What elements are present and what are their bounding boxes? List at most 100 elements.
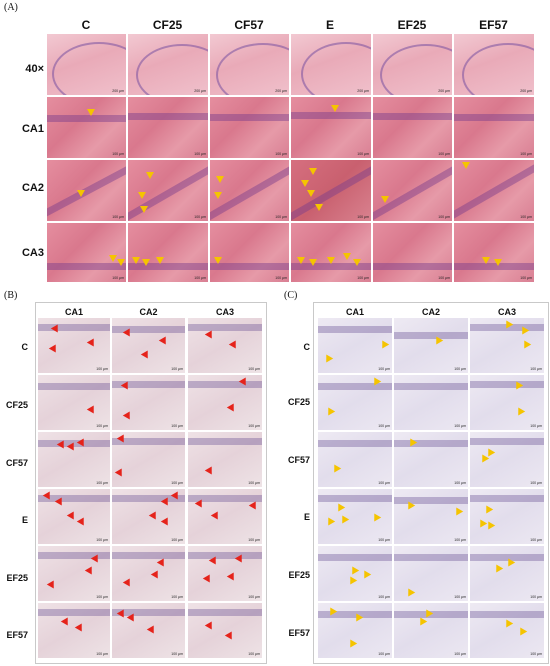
arrow-marker [520, 340, 532, 351]
panel-c-micrograph: 100 μm [318, 375, 392, 430]
arrow-marker [331, 105, 339, 112]
scale-bar-label: 200 μm [275, 89, 287, 93]
scale-bar-label: 100 μm [112, 276, 124, 280]
scale-bar-label: 200 μm [438, 89, 450, 93]
scale-bar-label: 100 μm [378, 481, 390, 485]
scale-bar-label: 100 μm [248, 481, 260, 485]
arrow-marker [87, 109, 95, 116]
panel-a-row-ca1: CA1 [21, 123, 44, 135]
panel-b-micrograph: 100 μm [112, 318, 185, 373]
arrow-marker [370, 513, 382, 524]
panel-a-micrograph: 100 μm [128, 223, 208, 282]
scale-bar-label: 100 μm [454, 652, 466, 656]
arrow-marker [76, 517, 88, 528]
arrow-marker [307, 190, 315, 197]
arrow-marker [214, 257, 222, 264]
scale-bar-label: 100 μm [357, 276, 369, 280]
arrow-marker [60, 617, 72, 628]
scale-bar-label: 100 μm [112, 152, 124, 156]
panel-c-micrograph: 100 μm [394, 375, 468, 430]
arrow-marker [346, 576, 358, 587]
panel-b-micrograph: 100 μm [188, 489, 262, 544]
scale-bar-label: 100 μm [248, 595, 260, 599]
scale-bar-label: 100 μm [96, 367, 108, 371]
panel-a-micrograph: 100 μm [454, 160, 534, 221]
panel-a-col-ef25: EF25 [397, 18, 427, 32]
panel-a-col-cf25: CF25 [152, 18, 183, 32]
scale-bar-label: 100 μm [530, 595, 542, 599]
panel-b-row-cf57: CF57 [5, 458, 28, 468]
arrow-marker [462, 162, 470, 169]
panel-b-micrograph: 100 μm [188, 375, 262, 430]
panel-c-letter: (C) [284, 290, 298, 301]
scale-bar-label: 100 μm [275, 276, 287, 280]
panel-a-col-c: C [81, 18, 91, 32]
scale-bar-label: 100 μm [454, 538, 466, 542]
arrow-marker [216, 176, 224, 183]
arrow-marker [226, 403, 238, 414]
scale-bar-label: 100 μm [520, 276, 532, 280]
panel-b-row-ef25: EF25 [6, 573, 28, 583]
panel-c-row-ef25: EF25 [288, 570, 310, 580]
scale-bar-label: 100 μm [96, 595, 108, 599]
panel-a-micrograph: 100 μm [373, 160, 452, 221]
panel-a-micrograph: 200 μm [128, 34, 208, 95]
panel-a-micrograph: 200 μm [373, 34, 452, 95]
arrow-marker [514, 407, 526, 418]
panel-b-micrograph: 100 μm [112, 489, 185, 544]
panel-c-micrograph: 100 μm [470, 546, 544, 601]
arrow-marker [86, 338, 98, 349]
scale-bar-label: 100 μm [454, 481, 466, 485]
arrow-marker [132, 257, 140, 264]
panel-c-col-ca3: CA3 [497, 307, 516, 317]
arrow-marker [146, 172, 154, 179]
scale-bar-label: 100 μm [171, 481, 183, 485]
panel-a-micrograph: 100 μm [454, 223, 534, 282]
panel-a-micrograph: 100 μm [291, 223, 371, 282]
arrow-marker [156, 558, 168, 569]
panel-b-micrograph: 100 μm [38, 432, 110, 487]
panel-a-micrograph: 100 μm [210, 223, 289, 282]
panel-c-micrograph: 100 μm [394, 546, 468, 601]
scale-bar-label: 100 μm [378, 424, 390, 428]
arrow-marker [150, 570, 162, 581]
panel-a-micrograph: 100 μm [373, 223, 452, 282]
scale-bar-label: 100 μm [357, 215, 369, 219]
arrow-marker [114, 468, 126, 479]
arrow-marker [228, 340, 240, 351]
panel-b-row-ef57: EF57 [6, 630, 28, 640]
panel-c-micrograph: 100 μm [394, 318, 468, 373]
panel-a-micrograph: 100 μm [47, 160, 126, 221]
arrow-marker [416, 617, 428, 628]
scale-bar-label: 100 μm [530, 367, 542, 371]
scale-bar-label: 100 μm [438, 152, 450, 156]
arrow-marker [122, 411, 134, 422]
arrow-marker [140, 206, 148, 213]
panel-b-micrograph: 100 μm [38, 318, 110, 373]
arrow-marker [327, 257, 335, 264]
panel-b-micrograph: 100 μm [112, 603, 185, 658]
scale-bar-label: 100 μm [378, 367, 390, 371]
panel-b-row-cf25: CF25 [5, 400, 28, 410]
arrow-marker [346, 639, 358, 650]
scale-bar-label: 100 μm [112, 215, 124, 219]
scale-bar-label: 200 μm [520, 89, 532, 93]
arrow-marker [452, 507, 464, 518]
scale-bar-label: 100 μm [96, 652, 108, 656]
panel-a-micrograph: 100 μm [47, 223, 126, 282]
panel-a-row-ca3: CA3 [21, 247, 44, 259]
panel-a-micrograph: 100 μm [454, 97, 534, 158]
scale-bar-label: 100 μm [530, 652, 542, 656]
panel-c-micrograph: 100 μm [470, 375, 544, 430]
panel-c-micrograph: 100 μm [470, 432, 544, 487]
arrow-marker [142, 259, 150, 266]
panel-c-row-cf57: CF57 [287, 455, 310, 465]
scale-bar-label: 100 μm [530, 538, 542, 542]
panel-a-micrograph: 100 μm [210, 160, 289, 221]
scale-bar-label: 100 μm [171, 367, 183, 371]
panel-a-col-e: E [325, 18, 334, 32]
panel-c-micrograph: 100 μm [470, 603, 544, 658]
panel-b-frame [35, 302, 267, 664]
scale-bar-label: 100 μm [438, 276, 450, 280]
panel-a-micrograph: 200 μm [291, 34, 371, 95]
